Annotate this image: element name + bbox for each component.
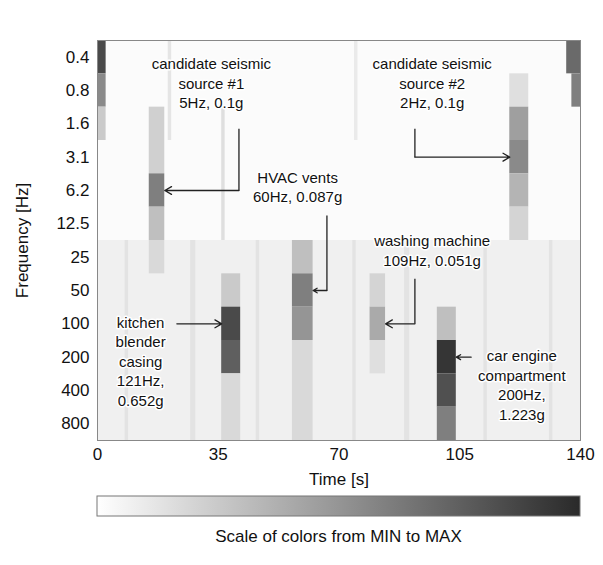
svg-text:25: 25 (71, 248, 90, 267)
svg-text:car enginecompartment200Hz,1.2: car enginecompartment200Hz,1.223g (478, 347, 566, 423)
svg-text:800: 800 (61, 414, 89, 433)
svg-text:washing machine109Hz, 0.051g: washing machine109Hz, 0.051g (373, 232, 490, 268)
svg-text:3.1: 3.1 (66, 148, 90, 167)
svg-text:0: 0 (93, 445, 102, 464)
svg-text:35: 35 (209, 445, 228, 464)
svg-text:kitchenblendercasing121Hz,0.65: kitchenblendercasing121Hz,0.652g (116, 314, 166, 409)
svg-text:50: 50 (71, 281, 90, 300)
svg-text:200: 200 (61, 348, 89, 367)
svg-text:0.8: 0.8 (66, 81, 90, 100)
svg-text:70: 70 (330, 445, 349, 464)
svg-text:Scale of colors from MIN to MA: Scale of colors from MIN to MAX (215, 527, 462, 546)
svg-text:105: 105 (446, 445, 474, 464)
svg-text:HVAC vents60Hz, 0.087g: HVAC vents60Hz, 0.087g (253, 169, 342, 206)
svg-text:candidate seismicsource #22Hz,: candidate seismicsource #22Hz, 0.1g (373, 55, 493, 111)
svg-text:400: 400 (61, 381, 89, 400)
svg-text:12.5: 12.5 (56, 214, 89, 233)
svg-text:140: 140 (566, 445, 594, 464)
svg-text:0.4: 0.4 (66, 48, 90, 67)
svg-text:100: 100 (61, 314, 89, 333)
svg-text:Frequency [Hz]: Frequency [Hz] (13, 183, 32, 298)
svg-text:1.6: 1.6 (66, 114, 90, 133)
svg-text:candidate seismicsource #15Hz,: candidate seismicsource #15Hz, 0.1g (152, 55, 272, 111)
svg-text:Time [s]: Time [s] (309, 470, 369, 489)
svg-text:6.2: 6.2 (66, 181, 90, 200)
